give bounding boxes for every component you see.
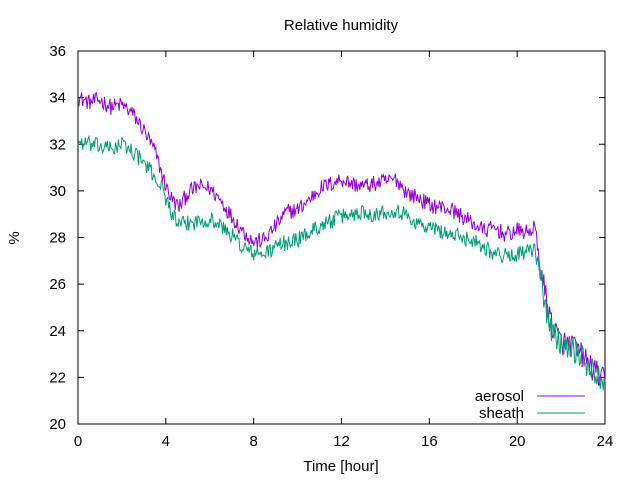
series-line-aerosol <box>77 91 606 386</box>
x-tick-label: 12 <box>333 433 350 450</box>
y-tick-label: 30 <box>49 183 66 200</box>
y-tick-label: 20 <box>49 416 66 433</box>
y-tick-label: 36 <box>49 43 66 60</box>
x-tick-label: 0 <box>74 433 82 450</box>
plot-frame <box>77 50 606 425</box>
y-tick-label: 32 <box>49 136 66 153</box>
x-tick-label: 16 <box>421 433 438 450</box>
y-tick-label: 26 <box>49 276 66 293</box>
legend-label-aerosol: aerosol <box>475 388 524 405</box>
x-tick-label: 20 <box>509 433 526 450</box>
series-lines <box>77 91 606 391</box>
y-axis-label: % <box>6 231 23 244</box>
x-axis: 0 4 8 12 16 20 24 <box>74 51 614 450</box>
x-tick-label: 8 <box>249 433 257 450</box>
chart-title: Relative humidity <box>284 17 399 34</box>
series-line-sheath <box>77 134 606 391</box>
y-tick-label: 22 <box>49 369 66 386</box>
y-tick-label: 24 <box>49 323 66 340</box>
y-tick-label: 28 <box>49 230 66 247</box>
y-tick-label: 34 <box>49 90 66 107</box>
x-axis-label: Time [hour] <box>303 458 378 475</box>
y-axis: 20 22 24 26 28 30 32 34 36 <box>49 43 605 433</box>
x-tick-label: 4 <box>162 433 170 450</box>
legend-label-sheath: sheath <box>479 405 524 422</box>
x-tick-label: 24 <box>597 433 614 450</box>
